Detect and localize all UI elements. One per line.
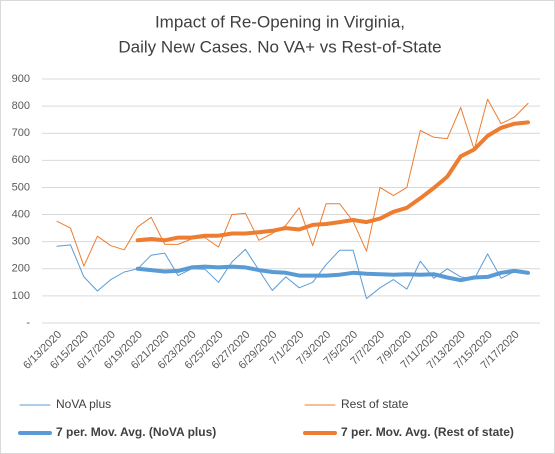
y-tick-label: 900 [12,73,30,85]
y-tick-label: 700 [12,127,30,139]
y-tick-label: 100 [12,290,30,302]
y-tick-label: 200 [12,263,30,275]
legend-label: 7 per. Mov. Avg. (NoVA plus) [56,425,216,439]
y-tick-label: 500 [12,181,30,193]
y-tick-label: 300 [12,236,30,248]
series-line [56,244,529,300]
series-line [135,120,530,243]
chart-title: Daily New Cases. No VA+ vs Rest-of-State [118,37,441,56]
y-tick-label: 400 [12,208,30,220]
y-tick-label: 800 [12,100,30,112]
y-tick-label: - [26,317,30,329]
series-line [135,264,530,283]
y-tick-label: 600 [12,154,30,166]
legend-label: NoVA plus [56,397,111,411]
legend-label: 7 per. Mov. Avg. (Rest of state) [341,425,514,439]
legend-label: Rest of state [341,397,409,411]
series-line [56,98,529,267]
chart-title: Impact of Re-Opening in Virginia, [155,12,405,31]
